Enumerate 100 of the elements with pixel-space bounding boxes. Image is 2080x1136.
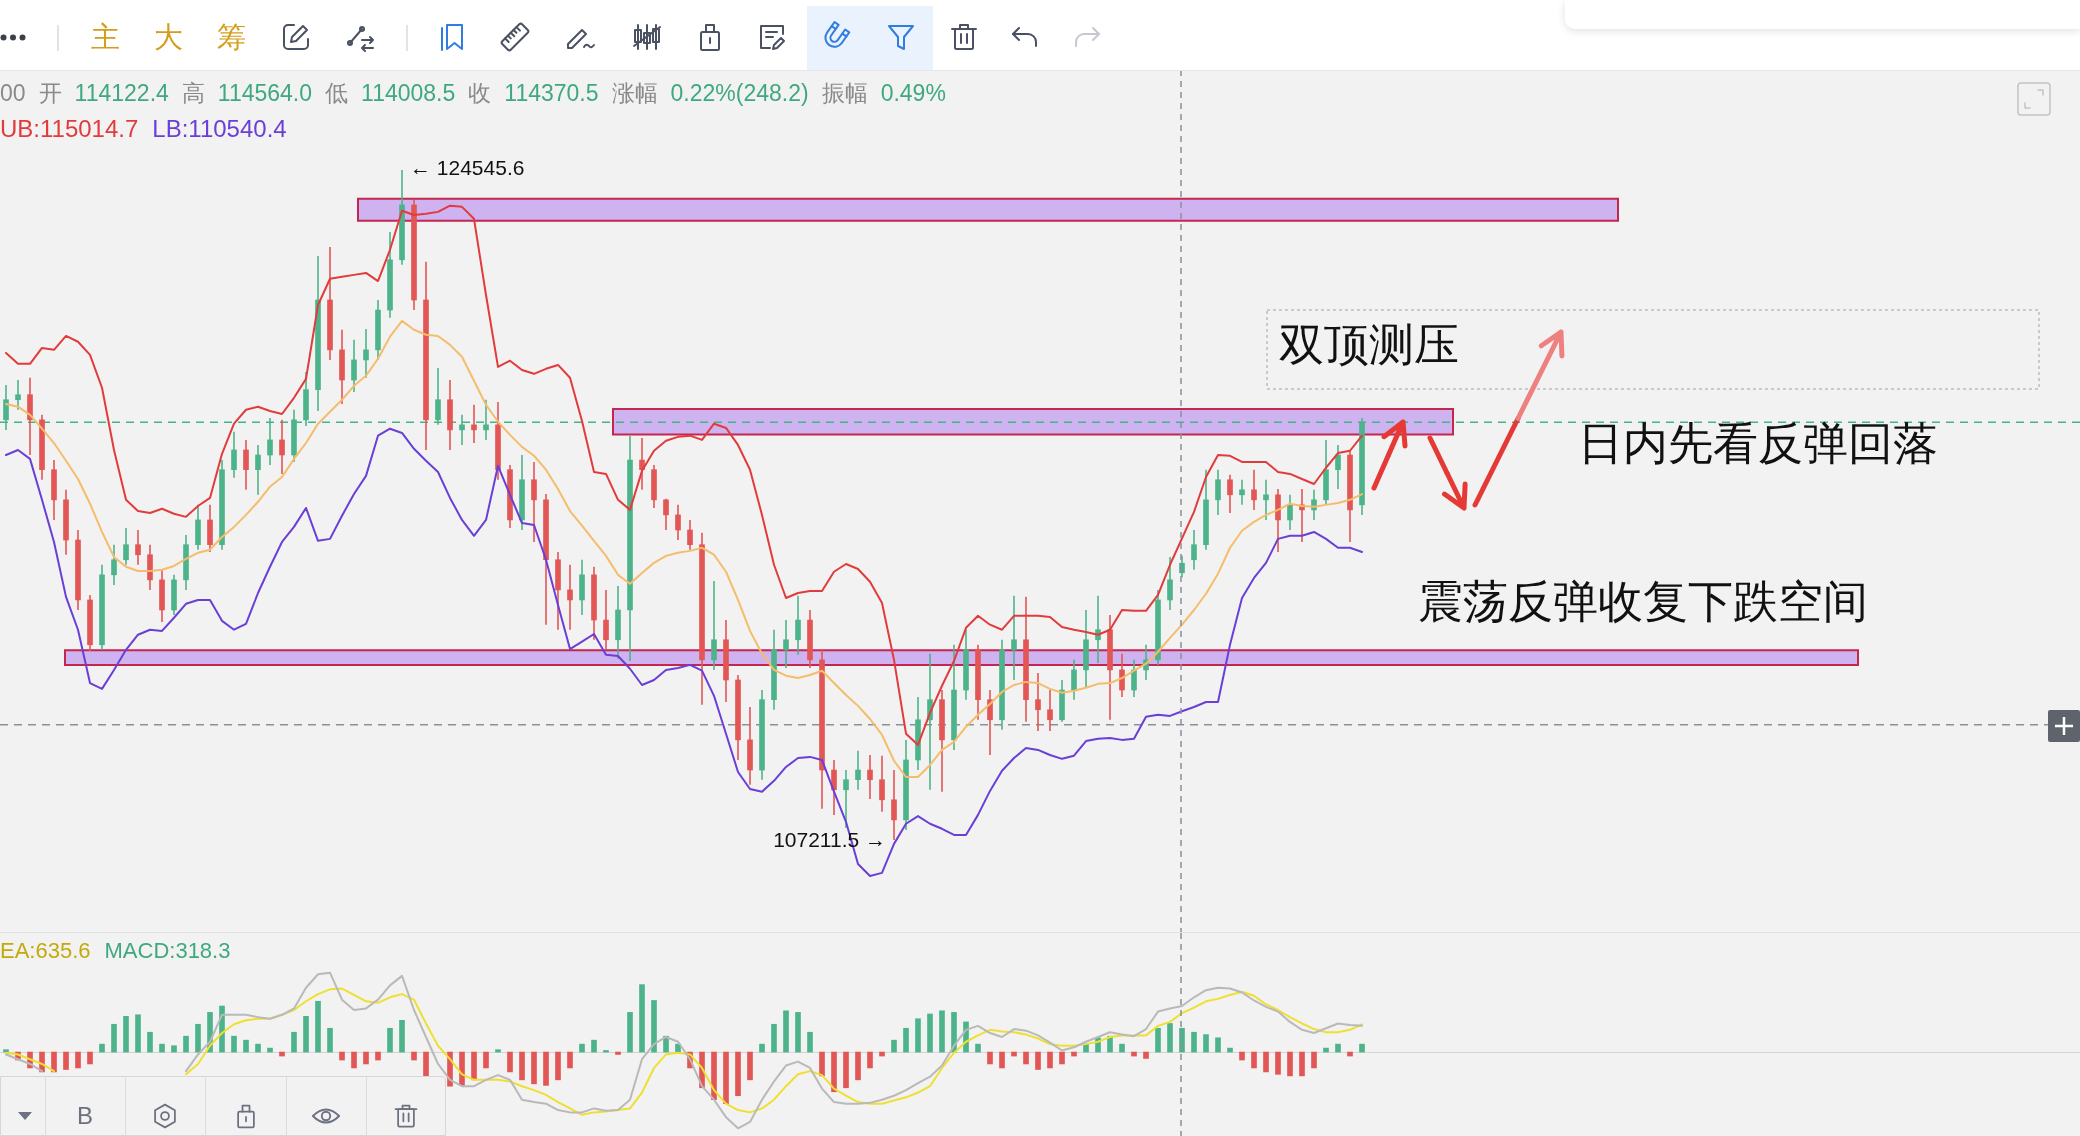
bar xyxy=(303,1016,309,1053)
bar xyxy=(867,1051,873,1069)
candlestick xyxy=(1167,556,1173,611)
bar xyxy=(123,1016,129,1053)
candlestick xyxy=(675,504,681,541)
text: 日内先看反弹回落 xyxy=(1578,418,1938,470)
bar xyxy=(843,1051,849,1089)
bar xyxy=(519,1051,525,1081)
bar xyxy=(1023,1051,1029,1065)
bar xyxy=(483,1051,489,1069)
candlestick xyxy=(1227,473,1233,514)
bar xyxy=(891,1039,897,1053)
candlestick xyxy=(279,419,285,475)
text: 00 开 114122.4 高 114564.0 低 114008.5 收 114370.5 涨幅 0.22%(248.2) 振幅 0.49% xyxy=(0,80,946,106)
bar xyxy=(363,1051,369,1065)
candlestick xyxy=(1119,652,1125,698)
bar xyxy=(795,1012,801,1053)
bar xyxy=(1359,1043,1365,1053)
bar xyxy=(399,1019,405,1053)
text: EA:635.6 xyxy=(0,938,91,964)
candlestick xyxy=(795,594,801,656)
bar xyxy=(1011,1051,1017,1057)
candlestick xyxy=(111,543,117,586)
bar xyxy=(471,1051,477,1081)
bar xyxy=(1131,1051,1137,1057)
bar xyxy=(987,1051,993,1065)
text: 主 xyxy=(89,20,121,54)
bar xyxy=(1299,1051,1305,1077)
candlestick xyxy=(1239,478,1245,506)
annotation: UB:115014.7 xyxy=(0,115,139,142)
candlestick xyxy=(1335,444,1341,490)
bar xyxy=(879,1051,885,1057)
text: 筹 xyxy=(215,20,247,54)
text: 震荡反弹收复下跌空间 xyxy=(1418,576,1868,628)
bar xyxy=(1215,1037,1221,1053)
candlestick xyxy=(879,754,885,813)
bar xyxy=(507,1051,513,1073)
candlestick xyxy=(3,384,9,431)
bar xyxy=(1227,1047,1233,1053)
bar xyxy=(771,1023,777,1053)
bar xyxy=(1323,1047,1329,1053)
bar xyxy=(735,1051,741,1097)
bar xyxy=(591,1039,597,1053)
bar xyxy=(723,1051,729,1104)
bar xyxy=(1275,1051,1281,1075)
candlestick xyxy=(123,527,129,566)
bar xyxy=(975,1043,981,1053)
bar xyxy=(1203,1034,1209,1053)
bar xyxy=(183,1035,189,1053)
bar xyxy=(831,1051,837,1093)
candlestick xyxy=(135,529,141,566)
candlestick xyxy=(231,431,237,479)
bar xyxy=(1347,1051,1353,1057)
candlestick xyxy=(531,461,537,543)
bar xyxy=(159,1043,165,1053)
annotation: LB:110540.4 xyxy=(152,115,287,142)
bar xyxy=(603,1050,609,1053)
candlestick xyxy=(1191,529,1197,571)
bar xyxy=(1287,1051,1293,1077)
candlestick xyxy=(891,769,897,841)
candlestick xyxy=(1251,468,1257,511)
bar xyxy=(111,1023,117,1053)
bar xyxy=(615,1051,621,1055)
bar xyxy=(807,1031,813,1053)
bar xyxy=(903,1027,909,1053)
candlestick xyxy=(603,589,609,650)
bar xyxy=(1035,1051,1041,1070)
bar xyxy=(495,1049,501,1053)
candlestick xyxy=(351,339,357,393)
bar xyxy=(147,1031,153,1053)
candlestick xyxy=(1287,494,1293,531)
bar xyxy=(1251,1051,1257,1069)
annotation: 双顶测压 xyxy=(1279,319,1459,371)
candlestick xyxy=(1131,659,1137,698)
bar xyxy=(195,1023,201,1053)
bar xyxy=(783,1010,789,1053)
candlestick xyxy=(243,439,249,491)
bar xyxy=(315,1000,321,1053)
candlestick xyxy=(843,769,849,829)
candlestick xyxy=(1035,672,1041,732)
bar xyxy=(423,1051,429,1077)
bar xyxy=(915,1018,921,1053)
bar xyxy=(579,1043,585,1053)
bar xyxy=(267,1047,273,1053)
bar xyxy=(87,1051,93,1065)
bar xyxy=(75,1051,81,1069)
bar xyxy=(99,1043,105,1053)
bar xyxy=(555,1051,561,1081)
bar xyxy=(1167,1023,1173,1053)
text: 大 xyxy=(152,20,184,54)
annotation: B xyxy=(76,1102,94,1130)
bar xyxy=(279,1051,285,1057)
candlestick xyxy=(471,403,477,444)
bar xyxy=(291,1031,297,1053)
bar xyxy=(531,1051,537,1085)
bar xyxy=(1071,1051,1077,1057)
candlestick xyxy=(15,379,21,411)
text: MACD:318.3 xyxy=(104,938,231,964)
bar xyxy=(231,1035,237,1053)
bar xyxy=(63,1051,69,1070)
